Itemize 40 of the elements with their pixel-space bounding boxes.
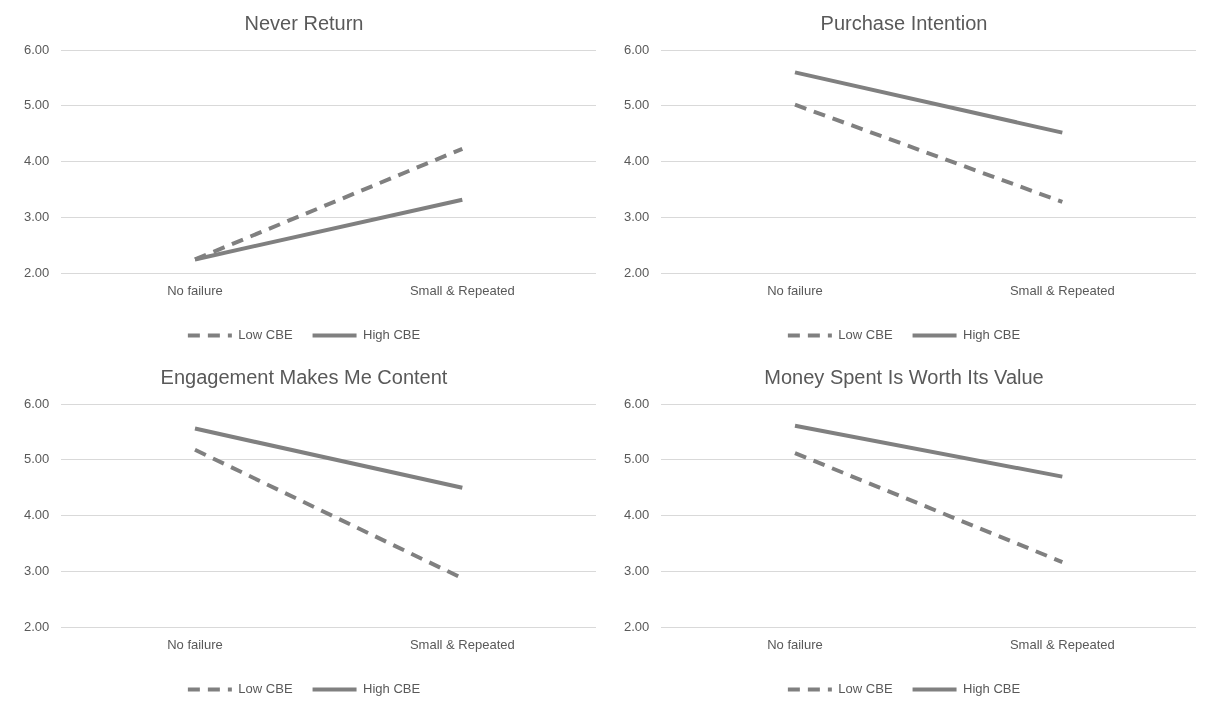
- legend-label: Low CBE: [238, 327, 293, 343]
- y-tick-label: 4.00: [623, 153, 650, 169]
- y-tick-label: 2.00: [623, 618, 650, 634]
- x-tick-label: No failure: [767, 636, 823, 652]
- chart-title: Engagement Makes Me Content: [160, 365, 448, 388]
- chart-title: Purchase Intention: [820, 11, 988, 34]
- y-tick-label: 5.00: [23, 97, 50, 113]
- x-tick-label: Small & Repeated: [1009, 636, 1115, 652]
- x-tick-label: Small & Repeated: [1009, 282, 1115, 298]
- y-tick-label: 5.00: [623, 97, 650, 113]
- y-tick-label: 6.00: [623, 41, 650, 57]
- y-tick-label: 3.00: [23, 209, 50, 225]
- legend-label: Low CBE: [838, 327, 893, 343]
- y-tick-label: 6.00: [23, 41, 50, 57]
- legend-label: High CBE: [963, 327, 1021, 343]
- y-tick-label: 4.00: [623, 507, 650, 523]
- x-tick-label: No failure: [167, 636, 223, 652]
- x-tick-label: No failure: [767, 282, 823, 298]
- x-tick-label: Small & Repeated: [409, 636, 515, 652]
- y-tick-label: 6.00: [623, 395, 650, 411]
- legend-label: Low CBE: [238, 681, 293, 697]
- y-tick-label: 3.00: [623, 563, 650, 579]
- legend-label: Low CBE: [838, 681, 893, 697]
- y-tick-label: 6.00: [23, 395, 50, 411]
- legend-label: High CBE: [963, 681, 1021, 697]
- y-tick-label: 4.00: [23, 153, 50, 169]
- chart-title: Money Spent Is Worth Its Value: [764, 365, 1044, 388]
- y-tick-label: 3.00: [23, 563, 50, 579]
- y-tick-label: 2.00: [623, 264, 650, 280]
- y-tick-label: 5.00: [23, 451, 50, 467]
- x-tick-label: No failure: [167, 282, 223, 298]
- chart-title: Never Return: [244, 11, 364, 34]
- legend-label: High CBE: [363, 681, 421, 697]
- y-tick-label: 3.00: [623, 209, 650, 225]
- x-tick-label: Small & Repeated: [409, 282, 515, 298]
- y-tick-label: 2.00: [23, 264, 50, 280]
- y-tick-label: 5.00: [623, 451, 650, 467]
- y-tick-label: 2.00: [23, 618, 50, 634]
- legend-label: High CBE: [363, 327, 421, 343]
- y-tick-label: 4.00: [23, 507, 50, 523]
